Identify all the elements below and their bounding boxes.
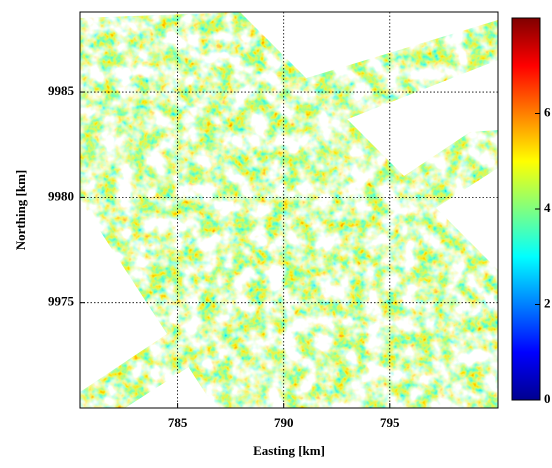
- raster: [80, 12, 498, 408]
- colorbar-tick-label: 0: [544, 391, 551, 406]
- colorbar-tick-label: 6: [544, 104, 551, 119]
- x-tick-label: 795: [380, 415, 400, 430]
- y-axis-label: Northing [km]: [13, 170, 28, 251]
- x-tick-label: 790: [274, 415, 294, 430]
- colorbar-tick-label: 2: [544, 295, 551, 310]
- chart: Easting [km] Northing [km] 785 790 795 9975…: [0, 0, 552, 468]
- y-tick-label: 9985: [48, 83, 75, 98]
- x-tick-label: 785: [168, 415, 188, 430]
- colorbar-tick-label: 4: [544, 200, 551, 215]
- raster-fill: [80, 12, 498, 408]
- y-tick-label: 9975: [48, 294, 75, 309]
- x-axis-label: Easting [km]: [253, 443, 325, 458]
- y-tick-label: 9980: [48, 188, 74, 203]
